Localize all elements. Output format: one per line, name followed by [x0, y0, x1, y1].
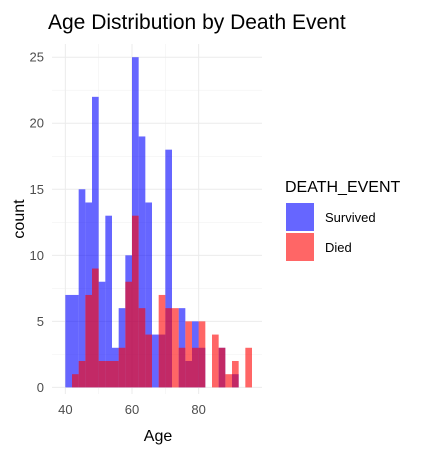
- bar-died: [172, 308, 179, 388]
- bar-died: [105, 360, 112, 388]
- x-tick-labels: 40 60 80: [58, 402, 206, 417]
- bar-died: [85, 294, 92, 388]
- bar-died: [225, 374, 232, 388]
- bar-died: [178, 347, 186, 388]
- bar-died: [245, 347, 252, 388]
- bar-survived: [78, 189, 86, 388]
- y-tick-label: 25: [30, 50, 44, 65]
- bar-survived: [72, 294, 79, 388]
- bars: [65, 57, 252, 388]
- bar-died: [158, 294, 166, 388]
- bar-survived: [138, 136, 146, 388]
- bar-died: [218, 347, 226, 388]
- y-axis-title: count: [11, 199, 28, 239]
- bar-survived: [98, 281, 106, 388]
- bar-survived: [145, 202, 152, 388]
- y-tick-label: 0: [37, 380, 44, 395]
- legend-label-died: Died: [325, 240, 352, 255]
- y-tick-label: 20: [30, 116, 44, 131]
- x-tick-label: 40: [58, 402, 72, 417]
- x-tick-label: 80: [191, 402, 205, 417]
- bar-survived: [92, 96, 99, 388]
- bar-died: [192, 347, 199, 388]
- bar-died: [92, 268, 99, 388]
- bar-survived: [65, 294, 72, 388]
- y-tick-label: 10: [30, 248, 44, 263]
- bar-survived: [105, 215, 112, 388]
- legend-title: DEATH_EVENT: [285, 179, 401, 196]
- legend-swatch-survived: [286, 203, 314, 231]
- bar-died: [118, 347, 126, 388]
- bar-survived: [152, 334, 159, 388]
- bar-died: [185, 321, 192, 388]
- legend-swatch-died: [286, 233, 314, 261]
- bar-died: [112, 360, 119, 388]
- bar-died: [138, 308, 146, 388]
- bar-survived: [165, 149, 172, 388]
- y-tick-label: 15: [30, 182, 44, 197]
- bar-died: [78, 360, 86, 388]
- legend-label-survived: Survived: [325, 210, 376, 225]
- y-tick-labels: 0 5 10 15 20 25: [30, 50, 44, 395]
- bar-died: [212, 334, 219, 388]
- bar-died: [132, 215, 139, 388]
- chart-title: Age Distribution by Death Event: [48, 11, 346, 34]
- bar-died: [98, 360, 106, 388]
- bar-died: [165, 308, 172, 388]
- bar-died: [72, 374, 79, 388]
- x-tick-label: 60: [125, 402, 139, 417]
- bar-died: [232, 360, 239, 388]
- bar-died: [198, 321, 206, 388]
- y-tick-label: 5: [37, 314, 44, 329]
- bar-died: [125, 281, 132, 388]
- x-axis-title: Age: [144, 428, 173, 445]
- bar-died: [145, 334, 152, 388]
- legend: DEATH_EVENT Survived Died: [285, 179, 401, 261]
